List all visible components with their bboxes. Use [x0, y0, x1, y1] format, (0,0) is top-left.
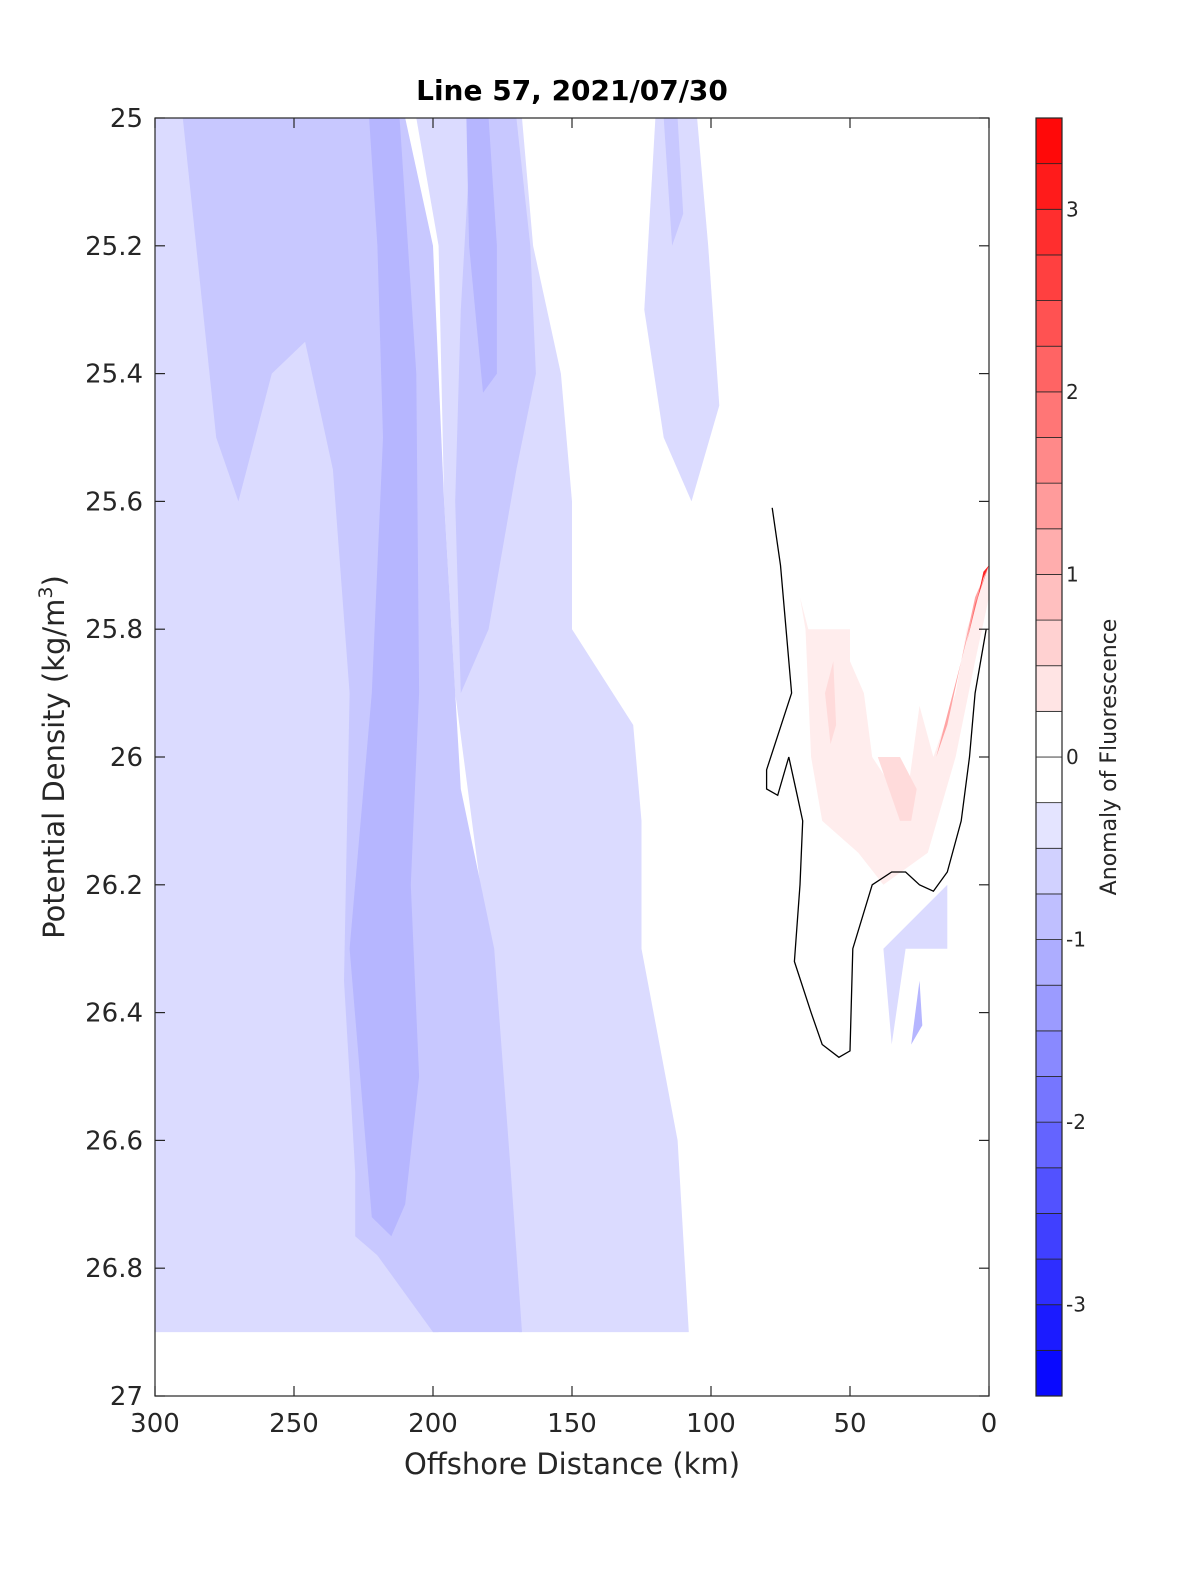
x-axis-label: Offshore Distance (km) [404, 1447, 740, 1481]
colorbar-cell [1035, 482, 1063, 530]
x-tick-label: 100 [686, 1409, 736, 1439]
y-tick-label: 26.2 [85, 871, 143, 901]
colorbar-cell [1035, 1167, 1063, 1214]
y-axis-ticks: 25 25.2 25.4 25.6 25.8 26 26.2 26.4 26.6 26.8 27 [85, 104, 989, 1412]
anomaly-regions [155, 118, 989, 1333]
anomaly-region-12 [825, 661, 837, 745]
anomaly-region-7 [349, 118, 420, 1237]
colorbar-ticks: -3 -2 -1 0 1 2 3 [1066, 197, 1086, 1316]
y-axis-label-close: ) [37, 575, 71, 586]
colorbar-tick-label: 3 [1066, 197, 1079, 221]
colorbar-tick-label: 2 [1066, 380, 1079, 404]
anomaly-region-2 [644, 118, 720, 502]
y-tick-label: 25 [110, 104, 143, 134]
y-tick-label: 27 [110, 1382, 143, 1412]
anomaly-region-4 [182, 118, 523, 1333]
colorbar-cell [1035, 300, 1063, 347]
y-tick-label: 26.6 [85, 1126, 143, 1156]
colorbar-cell [1035, 528, 1063, 575]
x-tick-label: 50 [833, 1409, 866, 1439]
y-tick-label: 26.4 [85, 999, 143, 1029]
colorbar-cell [1035, 437, 1063, 484]
colorbar-tick-label: 1 [1066, 562, 1079, 586]
colorbar-cell [1035, 984, 1063, 1032]
colorbar-tick-label: 0 [1066, 745, 1079, 769]
anomaly-region-11 [877, 757, 917, 821]
colorbar-cell [1035, 802, 1063, 849]
colorbar-cell [1035, 756, 1063, 804]
y-tick-label: 25.6 [85, 487, 143, 517]
chart-title: Line 57, 2021/07/30 [416, 74, 728, 107]
x-tick-label: 200 [408, 1409, 458, 1439]
colorbar-cell [1035, 208, 1063, 256]
colorbar-cell [1035, 1304, 1063, 1351]
colorbar-cell [1035, 1030, 1063, 1077]
colorbar-cell [1035, 1349, 1063, 1397]
anomaly-region-3 [883, 884, 948, 1045]
zero-contour-line [765, 507, 987, 1059]
anomaly-region-8 [466, 118, 497, 393]
colorbar-cell [1035, 117, 1063, 165]
y-tick-label: 25.4 [85, 360, 143, 390]
colorbar-cell [1035, 163, 1063, 210]
colorbar-cell [1035, 391, 1063, 438]
colorbar-cell [1035, 893, 1063, 940]
colorbar-cell [1035, 710, 1063, 758]
y-axis-label-superscript: 3 [35, 586, 57, 598]
y-axis-label-main: Potential Density (kg/m [37, 599, 71, 939]
colorbar-frame [1035, 117, 1063, 1397]
anomaly-region-13 [936, 565, 989, 757]
colorbar-tick-label: -2 [1066, 1110, 1086, 1134]
colorbar-cell [1035, 345, 1063, 393]
colorbar-cell [1035, 939, 1063, 986]
colorbar-cell [1035, 1121, 1063, 1169]
colorbar-cell [1035, 1076, 1063, 1123]
colorbar-cell [1035, 1258, 1063, 1306]
anomaly-region-6 [663, 118, 684, 246]
colorbar-cell [1035, 619, 1063, 667]
colorbar-cell [1035, 1213, 1063, 1260]
colorbar-label: Anomaly of Fluorescence [1097, 619, 1122, 896]
y-tick-label: 26.8 [85, 1254, 143, 1284]
anomaly-region-15 [977, 565, 989, 598]
x-tick-label: 150 [547, 1409, 597, 1439]
colorbar-cells [1035, 117, 1063, 1397]
plot-area: 300 250 200 150 100 50 0 2525.225.425.625.8262… [85, 104, 997, 1439]
colorbar-cell [1035, 665, 1063, 712]
anomaly-region-9 [911, 980, 923, 1045]
y-tick-label: 25.2 [85, 232, 143, 262]
y-axis-label: Potential Density (kg/m3) [35, 575, 71, 939]
x-axis-ticks: 300 250 200 150 100 50 0 [130, 118, 997, 1439]
anomaly-region-10 [800, 565, 989, 885]
colorbar-cell [1035, 847, 1063, 895]
x-tick-label: 250 [269, 1409, 319, 1439]
colorbar: -3 -2 -1 0 1 2 3 Anomaly of Fluorescence [1035, 117, 1122, 1397]
x-tick-label: 0 [981, 1409, 998, 1439]
colorbar-cell [1035, 254, 1063, 301]
y-tick-label: 26 [110, 743, 143, 773]
x-tick-label: 300 [130, 1409, 180, 1439]
y-tick-label: 25.8 [85, 615, 143, 645]
colorbar-cell [1035, 574, 1063, 621]
colorbar-tick-label: -3 [1066, 1293, 1086, 1317]
colorbar-tick-label: -1 [1066, 928, 1086, 952]
